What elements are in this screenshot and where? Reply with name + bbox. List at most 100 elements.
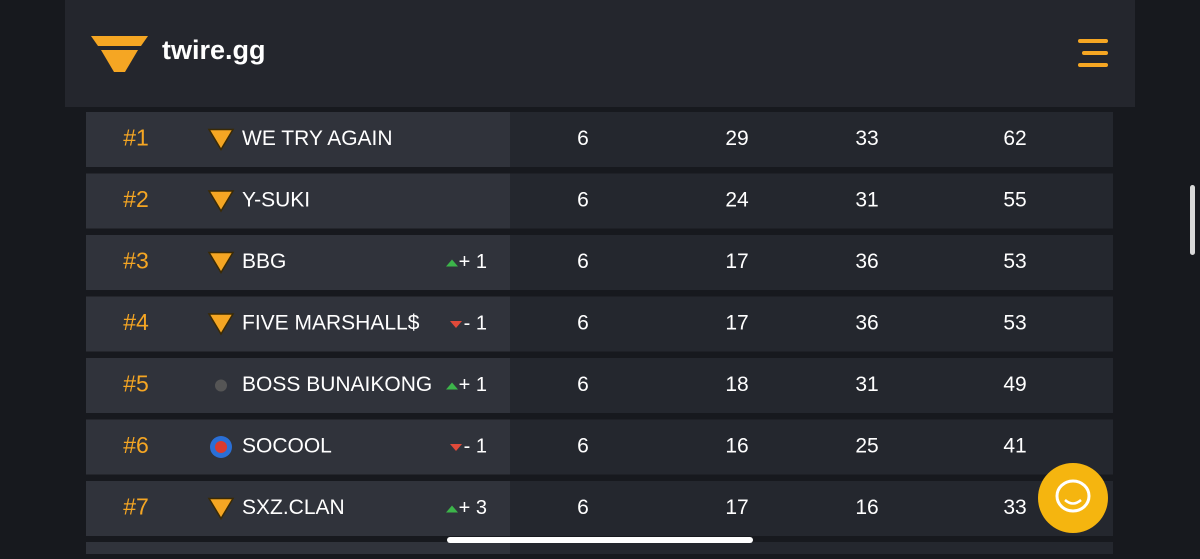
- stat-cell: 6: [577, 496, 589, 519]
- row-right: [510, 296, 1113, 352]
- rank-change: + 1: [459, 251, 487, 273]
- trend-up: [446, 259, 458, 267]
- row-right: [510, 173, 1113, 229]
- rank: #5: [123, 371, 149, 397]
- row-left: [86, 112, 510, 167]
- chat-circle: [1038, 463, 1108, 533]
- team-logo: [207, 497, 235, 520]
- table-row[interactable]: #7 SXZ.CLAN + 3 6 17 16 33: [86, 481, 1113, 536]
- row-right: [510, 419, 1113, 475]
- row-right: [510, 481, 1113, 536]
- team-name: WE TRY AGAIN: [242, 127, 393, 150]
- table-row[interactable]: #3 BBG + 1 6 17 36 53: [86, 235, 1113, 290]
- team-logo: [207, 313, 235, 336]
- stat-cell: 53: [1003, 250, 1026, 273]
- team-name: Y-SUKI: [242, 189, 310, 212]
- stat-cell: 6: [577, 373, 589, 396]
- menu-button[interactable]: [1078, 39, 1108, 67]
- chat-button[interactable]: [1038, 463, 1108, 533]
- table-row[interactable]: #2 Y-SUKI 6 24 31 55: [86, 173, 1113, 229]
- home-indicator: [447, 537, 753, 543]
- logo-bottom: [101, 50, 138, 72]
- row-left: [86, 235, 510, 290]
- scrollbar: [1190, 185, 1195, 255]
- stat-cell: 24: [725, 189, 749, 212]
- team-logo: [207, 251, 235, 274]
- trend-down: [450, 444, 462, 451]
- rank: #4: [123, 309, 149, 335]
- table-row[interactable]: #1 WE TRY AGAIN 6 29 33 62: [86, 112, 1113, 167]
- team-name: SOCOOL: [242, 435, 332, 458]
- rank: #6: [123, 432, 149, 458]
- rank: #2: [123, 186, 149, 212]
- team-logo: [215, 379, 227, 392]
- stat-cell: 29: [725, 127, 748, 150]
- trend-down: [450, 321, 462, 328]
- menu-line: [1078, 63, 1108, 67]
- table-row[interactable]: #6 SOCOOL - 1 6 16 25 41: [86, 419, 1113, 475]
- menu-line: [1082, 51, 1108, 55]
- team-name: BBG: [242, 250, 286, 273]
- rank: #3: [123, 248, 149, 274]
- stat-cell: 55: [1003, 189, 1026, 212]
- row-right: [510, 112, 1113, 167]
- stat-cell: 6: [577, 312, 589, 335]
- stat-cell: 16: [855, 496, 878, 519]
- menu-line: [1078, 39, 1108, 43]
- rank-change: + 3: [459, 497, 487, 519]
- row-left: [86, 296, 510, 352]
- chat-icon: [1055, 479, 1091, 513]
- trend-up: [446, 382, 458, 390]
- team-logo: [207, 190, 235, 213]
- row-left: [86, 481, 510, 536]
- row-left: [86, 419, 510, 475]
- row-left: [86, 358, 510, 413]
- stat-cell: 17: [725, 496, 748, 519]
- logo-top: [91, 36, 148, 46]
- rank-change: + 1: [459, 374, 487, 396]
- stat-cell: 31: [855, 189, 878, 212]
- header-bar: [65, 0, 1135, 107]
- team-name: SXZ.CLAN: [242, 496, 345, 519]
- stat-cell: 6: [577, 127, 589, 150]
- table-row[interactable]: #5 BOSS BUNAIKONG + 1 6 18 31 49: [86, 358, 1113, 413]
- stat-cell: 17: [725, 312, 748, 335]
- row-right-partial: [510, 542, 1113, 559]
- stat-cell: 6: [577, 250, 589, 273]
- stat-cell: 36: [855, 250, 878, 273]
- trend-up: [446, 505, 458, 513]
- stat-cell: 53: [1003, 312, 1026, 335]
- stat-cell: 33: [855, 127, 878, 150]
- stat-cell: 18: [725, 373, 748, 396]
- row-left: [86, 173, 510, 229]
- standings-table: #1 WE TRY AGAIN 6 29 33 62 #2 Y-SUKI 6 24 31 55 #3 BB…: [86, 112, 1113, 536]
- team-logo: [207, 128, 235, 151]
- row-right: [510, 235, 1113, 290]
- stat-cell: 6: [577, 435, 589, 458]
- stat-cell: 41: [1003, 435, 1026, 458]
- table-row[interactable]: #4 FIVE MARSHALL$ - 1 6 17 36 53: [86, 296, 1113, 352]
- stat-cell: 16: [725, 435, 748, 458]
- rank-change: - 1: [464, 312, 487, 334]
- stat-cell: 62: [1003, 127, 1026, 150]
- rank-change: - 1: [464, 435, 487, 457]
- stat-cell: 33: [1003, 496, 1026, 519]
- team-logo-inner: [215, 441, 227, 453]
- brand-name[interactable]: twire.gg: [162, 35, 266, 65]
- row-left-partial: [86, 542, 510, 559]
- rank: #7: [123, 494, 149, 520]
- stat-cell: 6: [577, 189, 589, 212]
- row-right: [510, 358, 1113, 413]
- team-name: FIVE MARSHALL$: [242, 312, 420, 335]
- stat-cell: 17: [725, 250, 748, 273]
- stat-cell: 25: [855, 435, 878, 458]
- rank: #1: [123, 125, 149, 151]
- stat-cell: 31: [855, 373, 878, 396]
- brand-logo[interactable]: [91, 36, 148, 72]
- stat-cell: 36: [855, 312, 878, 335]
- chat-smile: [1064, 499, 1082, 505]
- team-name: BOSS BUNAIKONG: [242, 373, 432, 396]
- stat-cell: 49: [1003, 373, 1026, 396]
